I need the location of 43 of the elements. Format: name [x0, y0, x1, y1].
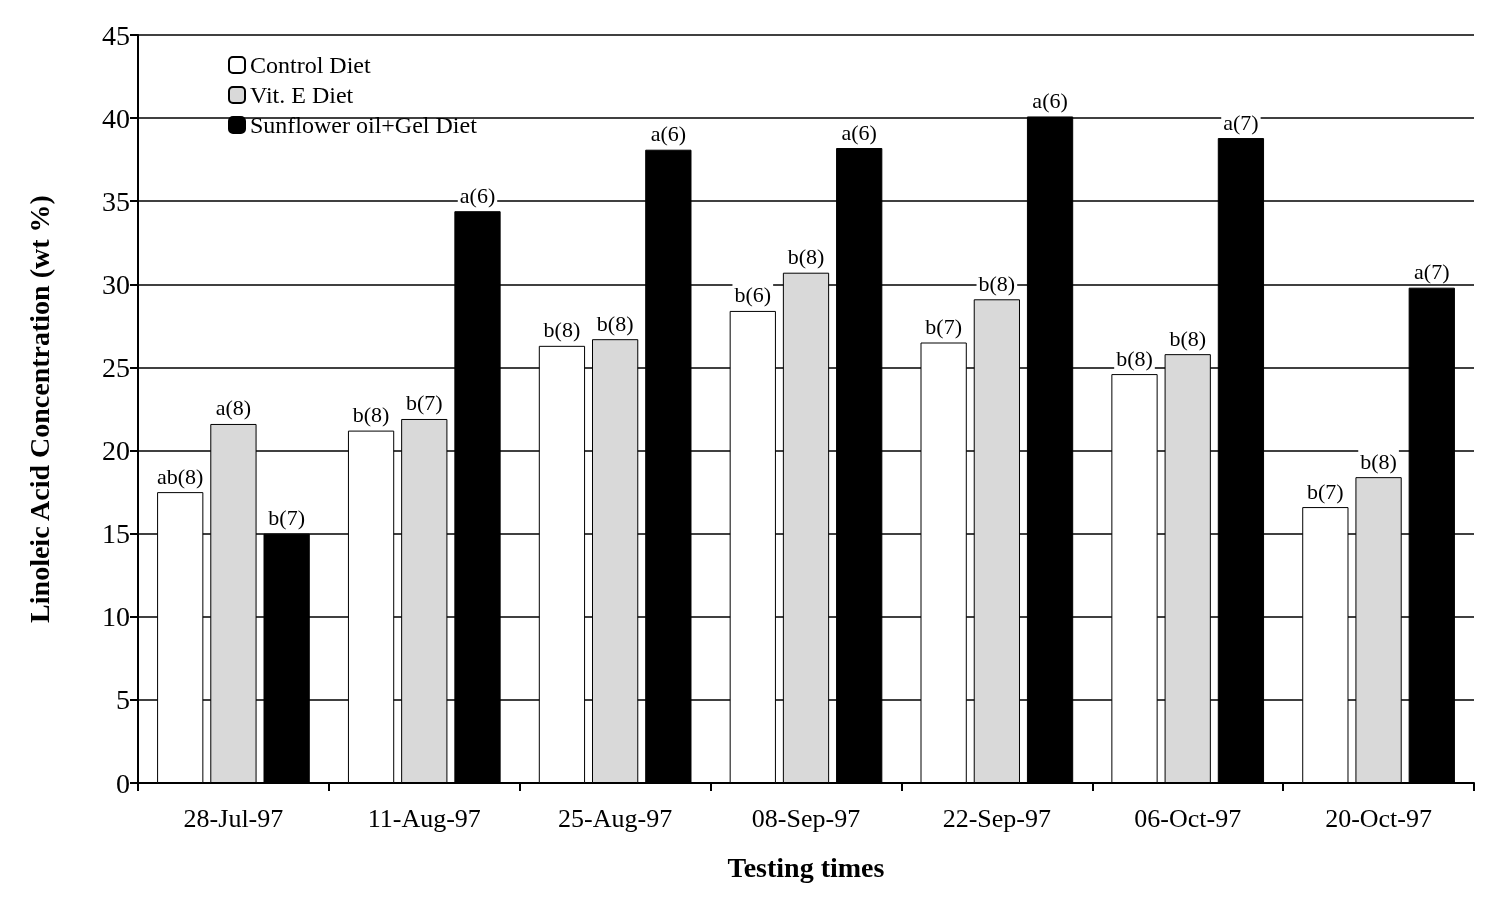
data-label: b(8): [596, 310, 634, 336]
legend-label: Sunflower oil+Gel Diet: [250, 112, 478, 138]
y-tick-label: 0: [116, 767, 130, 799]
data-label: a(6): [841, 119, 877, 145]
data-label: a(7): [1223, 109, 1259, 135]
y-tick-label: 30: [102, 268, 130, 300]
x-axis-title: Testing times: [727, 851, 885, 883]
y-tick-label: 10: [102, 601, 130, 633]
x-tick-label: 08-Sep-97: [751, 803, 861, 833]
y-tick-label: 25: [102, 351, 130, 383]
data-label: b(8): [787, 244, 825, 270]
y-axis-title: Linoleic Acid Concentration (wt %): [23, 195, 55, 623]
data-label: a(8): [215, 395, 252, 421]
data-label: ab(8): [157, 463, 204, 489]
data-label: b(7): [1307, 478, 1344, 504]
y-tick-label: 40: [102, 102, 130, 134]
data-label: a(6): [459, 182, 496, 208]
data-label: b(7): [405, 390, 443, 416]
y-tick-label: 5: [116, 684, 130, 716]
y-tick-label: 20: [102, 435, 130, 467]
legend-label: Vit. E Diet: [250, 82, 354, 108]
data-label: b(8): [1116, 345, 1153, 371]
y-tick-label: 15: [102, 518, 130, 550]
data-label: b(8): [543, 317, 581, 343]
x-tick-label: 22-Sep-97: [942, 803, 1052, 833]
x-tick-label: 06-Oct-97: [1134, 803, 1242, 833]
data-label: b(7): [925, 314, 962, 340]
data-label: b(8): [978, 270, 1016, 296]
data-label: a(6): [650, 121, 687, 147]
data-label: b(8): [352, 402, 390, 428]
y-tick-label: 45: [102, 19, 130, 51]
data-label: b(7): [268, 505, 305, 531]
data-label: b(8): [1169, 325, 1207, 351]
legend-label: Control Diet: [250, 52, 371, 78]
data-label: b(8): [1360, 448, 1397, 474]
data-label: b(6): [734, 282, 772, 308]
data-label: a(7): [1414, 259, 1450, 285]
x-tick-label: 28-Jul-97: [183, 803, 284, 833]
x-tick-label: 25-Aug-97: [558, 803, 673, 833]
x-tick-label: 11-Aug-97: [367, 803, 481, 833]
y-tick-label: 35: [102, 185, 130, 217]
x-tick-label: 20-Oct-97: [1325, 803, 1432, 833]
data-label: a(6): [1032, 87, 1068, 113]
